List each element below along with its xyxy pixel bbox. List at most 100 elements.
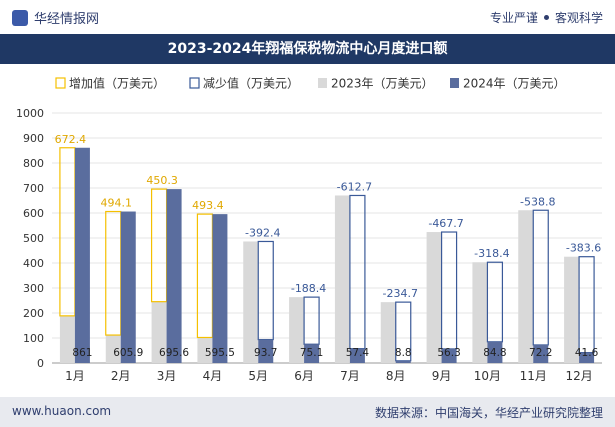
brand: 华经情报网	[12, 8, 99, 27]
change-label: -392.4	[245, 226, 280, 239]
y-tick-label: 300	[23, 282, 44, 295]
bar-2023	[564, 256, 580, 363]
bar-2023	[518, 210, 534, 363]
legend-swatch-2024	[450, 78, 459, 88]
bar-decrease	[349, 194, 366, 350]
y-tick-label: 100	[23, 332, 44, 345]
x-tick-label: 2月	[111, 369, 131, 383]
x-tick-label: 4月	[203, 369, 223, 383]
change-label: 672.4	[55, 133, 87, 146]
bar-2024	[533, 344, 549, 363]
x-tick-label: 12月	[565, 369, 592, 383]
y-tick-label: 500	[23, 232, 44, 245]
legend-swatch-increase	[55, 77, 66, 89]
legend-label: 增加值（万美元）	[69, 76, 165, 91]
legend-label: 2024年（万美元）	[463, 77, 566, 91]
footer: www.huaon.com 数据来源：中国海关，华经产业研究院整理	[0, 397, 615, 427]
bar-2024	[258, 339, 274, 363]
change-label: 493.4	[192, 199, 224, 212]
legend-swatch-2023	[318, 78, 327, 88]
bar-2023	[472, 262, 488, 363]
bar-2023	[59, 315, 75, 363]
value-label-2024: 8.8	[395, 347, 412, 359]
bar-2024	[487, 341, 503, 363]
bar-2024	[395, 360, 411, 363]
tagline-left: 专业严谨	[489, 11, 538, 25]
bar-increase	[59, 147, 76, 317]
bar-increase	[196, 213, 214, 339]
bar-2024	[304, 344, 320, 363]
bar-2023	[426, 232, 442, 363]
footer-source: 数据来源：中国海关，华经产业研究院整理	[374, 406, 603, 420]
y-tick-label: 400	[23, 257, 44, 270]
bar-decrease	[440, 231, 458, 350]
value-label-2024: 93.7	[254, 347, 277, 359]
value-label-2024: 595.5	[205, 347, 235, 359]
bar-2024	[212, 214, 228, 363]
legend-label: 减少值（万美元）	[203, 76, 299, 91]
x-tick-label: 5月	[248, 369, 268, 383]
x-tick-label: 7月	[340, 369, 360, 383]
x-tick-label: 10月	[474, 369, 501, 383]
chart-title: 2023-2024年翔福保税物流中心月度进口额	[167, 41, 448, 57]
bar-2023	[334, 195, 350, 363]
bar-2023	[243, 241, 259, 363]
tagline-right: 客观科学	[554, 11, 603, 25]
brand-name: 华经情报网	[34, 12, 100, 27]
chart-area: 增加值（万美元） 减少值（万美元） 2023年（万美元） 2024年（万美元） 0 100…	[16, 76, 602, 383]
y-tick-label: 0	[37, 357, 44, 370]
value-label-2024: 41.6	[575, 347, 599, 359]
bar-increase	[150, 188, 168, 303]
legend-swatch-decrease	[189, 77, 200, 89]
y-tick-label: 900	[23, 132, 44, 145]
value-label-2024: 695.6	[159, 347, 189, 359]
bar-2024	[441, 348, 457, 363]
x-tick-label: 3月	[157, 369, 177, 383]
x-tick-label: 8月	[386, 369, 406, 383]
change-label: -383.6	[566, 242, 601, 255]
bar-2024	[349, 348, 365, 363]
bar-2024	[579, 352, 595, 363]
top-bar: 华经情报网 专业严谨 客观科学	[0, 0, 615, 34]
bar-2024	[166, 189, 182, 363]
bar-decrease	[486, 261, 504, 343]
change-label: 450.3	[146, 174, 178, 187]
bar-decrease	[303, 296, 320, 345]
value-label-2024: 75.1	[300, 347, 323, 359]
footer-site: www.huaon.com	[12, 404, 112, 418]
value-label-2024: 605.9	[113, 347, 143, 359]
tagline: 专业严谨 客观科学	[490, 9, 603, 26]
bar-2023	[380, 302, 396, 363]
value-label-2024: 861	[72, 347, 92, 359]
bar-2024	[74, 147, 90, 363]
bar-2023	[289, 297, 305, 363]
change-label: -234.7	[383, 287, 418, 300]
y-tick-label: 700	[23, 182, 44, 195]
x-tick-label: 6月	[294, 369, 314, 383]
bar-2023	[197, 337, 213, 363]
change-label: -188.4	[291, 282, 326, 295]
change-label: -538.8	[520, 195, 555, 208]
value-label-2024: 57.4	[346, 347, 370, 359]
y-tick-label: 200	[23, 307, 44, 320]
bar-2023	[151, 301, 167, 363]
value-label-2024: 72.2	[529, 347, 552, 359]
brand-logo-icon	[12, 10, 28, 26]
value-label-2024: 56.3	[437, 347, 460, 359]
change-label: 494.1	[101, 197, 133, 210]
x-tick-label: 9月	[432, 369, 452, 383]
x-tick-label: 1月	[65, 369, 85, 383]
bar-decrease	[257, 240, 274, 341]
title-bar: 2023-2024年翔福保税物流中心月度进口额	[0, 34, 615, 64]
y-tick-label: 600	[23, 207, 44, 220]
bar-decrease	[532, 209, 549, 346]
bar-increase	[105, 210, 122, 336]
change-label: -318.4	[474, 247, 509, 260]
legend-label: 2023年（万美元）	[331, 77, 434, 91]
y-tick-label: 1000	[16, 107, 44, 120]
bar-2023	[105, 335, 121, 363]
change-label: -467.7	[428, 217, 463, 230]
change-label: -612.7	[337, 180, 372, 193]
bullet-icon	[543, 15, 549, 20]
